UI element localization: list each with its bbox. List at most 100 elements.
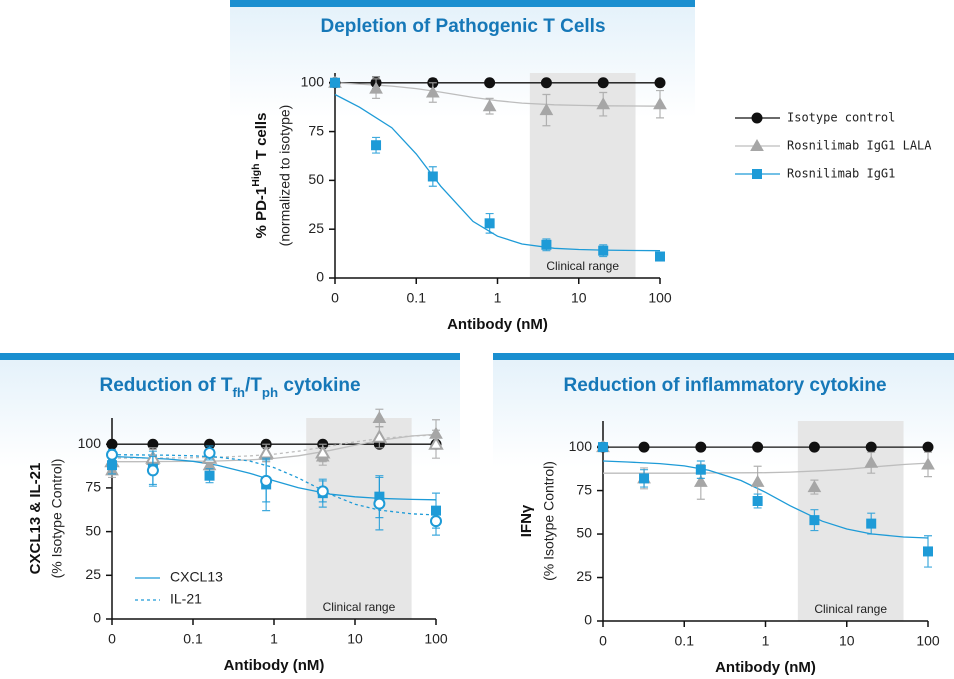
x-axis-label: Antibody (nM): [715, 659, 816, 676]
x-axis-label: Antibody (nM): [447, 316, 548, 333]
data-point: [369, 81, 383, 94]
x-tick-label: 0: [108, 631, 116, 647]
data-point: [373, 497, 386, 510]
y-tick-label: 0: [584, 612, 592, 628]
y-tick-label: 50: [576, 525, 592, 541]
data-point: [540, 77, 552, 89]
data-point: [693, 474, 708, 487]
data-point: [541, 239, 552, 250]
data-point: [107, 460, 117, 471]
y-axis-note: (normalized to isotype): [277, 105, 293, 247]
data-point: [425, 85, 440, 98]
data-point: [807, 480, 822, 493]
data-point: [484, 77, 496, 89]
y-tick-label: 100: [301, 73, 325, 89]
x-tick-label: 10: [839, 633, 855, 649]
x-tick-label: 100: [424, 631, 448, 647]
x-tick-label: 100: [648, 290, 672, 306]
data-point: [596, 97, 611, 110]
data-point: [371, 140, 382, 151]
text-part: fh: [232, 385, 245, 400]
x-tick-label: 0.1: [183, 631, 203, 647]
data-point: [315, 444, 331, 459]
x-tick-label: 100: [916, 633, 940, 649]
x-tick-label: 10: [571, 290, 587, 306]
y-tick-label: 75: [308, 122, 324, 138]
text-part: High: [250, 163, 262, 186]
data-point: [204, 470, 215, 481]
legend-marker: [751, 112, 763, 124]
legend-label: Rosnilimab IgG1 LALA: [787, 139, 932, 153]
panel-bar: [230, 0, 695, 7]
x-tick-label: 0: [331, 290, 339, 306]
data-point: [597, 77, 609, 89]
data-point: [638, 441, 650, 453]
legend-marker: [750, 138, 764, 151]
data-point: [316, 485, 329, 498]
clinical-range-label: Clinical range: [814, 602, 887, 616]
data-point: [430, 515, 442, 528]
data-point: [598, 245, 609, 256]
y-tick-label: 0: [316, 269, 324, 285]
y-tick-label: 25: [576, 568, 592, 584]
legend-label: Isotype control: [787, 111, 895, 125]
y-axis-label: IFNγ: [518, 504, 535, 537]
data-point: [146, 464, 159, 477]
text-part: Reduction of T: [99, 375, 232, 396]
y-tick-label: 0: [93, 610, 101, 626]
fit-curve: [111, 434, 437, 459]
x-tick-label: 10: [347, 631, 363, 647]
x-tick-label: 1: [762, 633, 770, 649]
y-axis-note: (% Isotype Control): [49, 459, 65, 579]
data-point: [921, 457, 935, 470]
data-point: [809, 515, 820, 526]
data-point: [752, 441, 764, 453]
x-tick-label: 0.1: [675, 633, 695, 649]
data-point: [864, 455, 879, 468]
data-point: [371, 429, 388, 443]
y-axis-label: CXCL13 & IL-21: [27, 463, 44, 575]
x-tick-label: 1: [494, 290, 502, 306]
data-point: [923, 546, 933, 557]
data-point: [258, 444, 274, 459]
data-point: [260, 474, 273, 487]
x-tick-label: 1: [270, 631, 278, 647]
x-tick-label: 0.1: [407, 290, 427, 306]
data-point: [695, 441, 707, 453]
data-point: [922, 441, 934, 453]
data-point: [482, 99, 497, 112]
y-tick-label: 25: [85, 566, 101, 582]
y-tick-label: 75: [576, 481, 592, 497]
data-point: [428, 436, 444, 450]
data-point: [654, 77, 666, 89]
panel-bar: [0, 353, 460, 360]
data-point: [752, 496, 763, 506]
panel-bar: [493, 353, 954, 360]
data-point: [427, 171, 438, 182]
text-part: /T: [245, 375, 262, 396]
data-point: [539, 103, 554, 116]
y-tick-label: 25: [308, 220, 324, 236]
chart-title: Reduction of inflammatory cytokine: [563, 375, 886, 396]
text-part: cytokine: [278, 375, 360, 396]
y-axis-note: (% Isotype Control): [541, 461, 557, 581]
data-point: [639, 473, 650, 484]
data-point: [598, 442, 608, 453]
data-point: [653, 97, 667, 110]
data-point: [866, 518, 877, 529]
y-tick-label: 75: [85, 479, 101, 495]
data-point: [106, 438, 118, 450]
y-tick-label: 100: [569, 438, 593, 454]
data-point: [695, 464, 706, 475]
data-point: [484, 218, 495, 229]
text-part: % PD-1: [253, 187, 270, 239]
data-point: [106, 448, 118, 461]
clinical-range-label: Clinical range: [546, 259, 619, 273]
clinical-range-label: Clinical range: [323, 600, 396, 614]
x-tick-label: 0: [599, 633, 607, 649]
legend-label: IL-21: [170, 591, 202, 607]
text-part: ph: [262, 385, 278, 400]
data-point: [330, 77, 340, 88]
data-point: [372, 410, 387, 423]
